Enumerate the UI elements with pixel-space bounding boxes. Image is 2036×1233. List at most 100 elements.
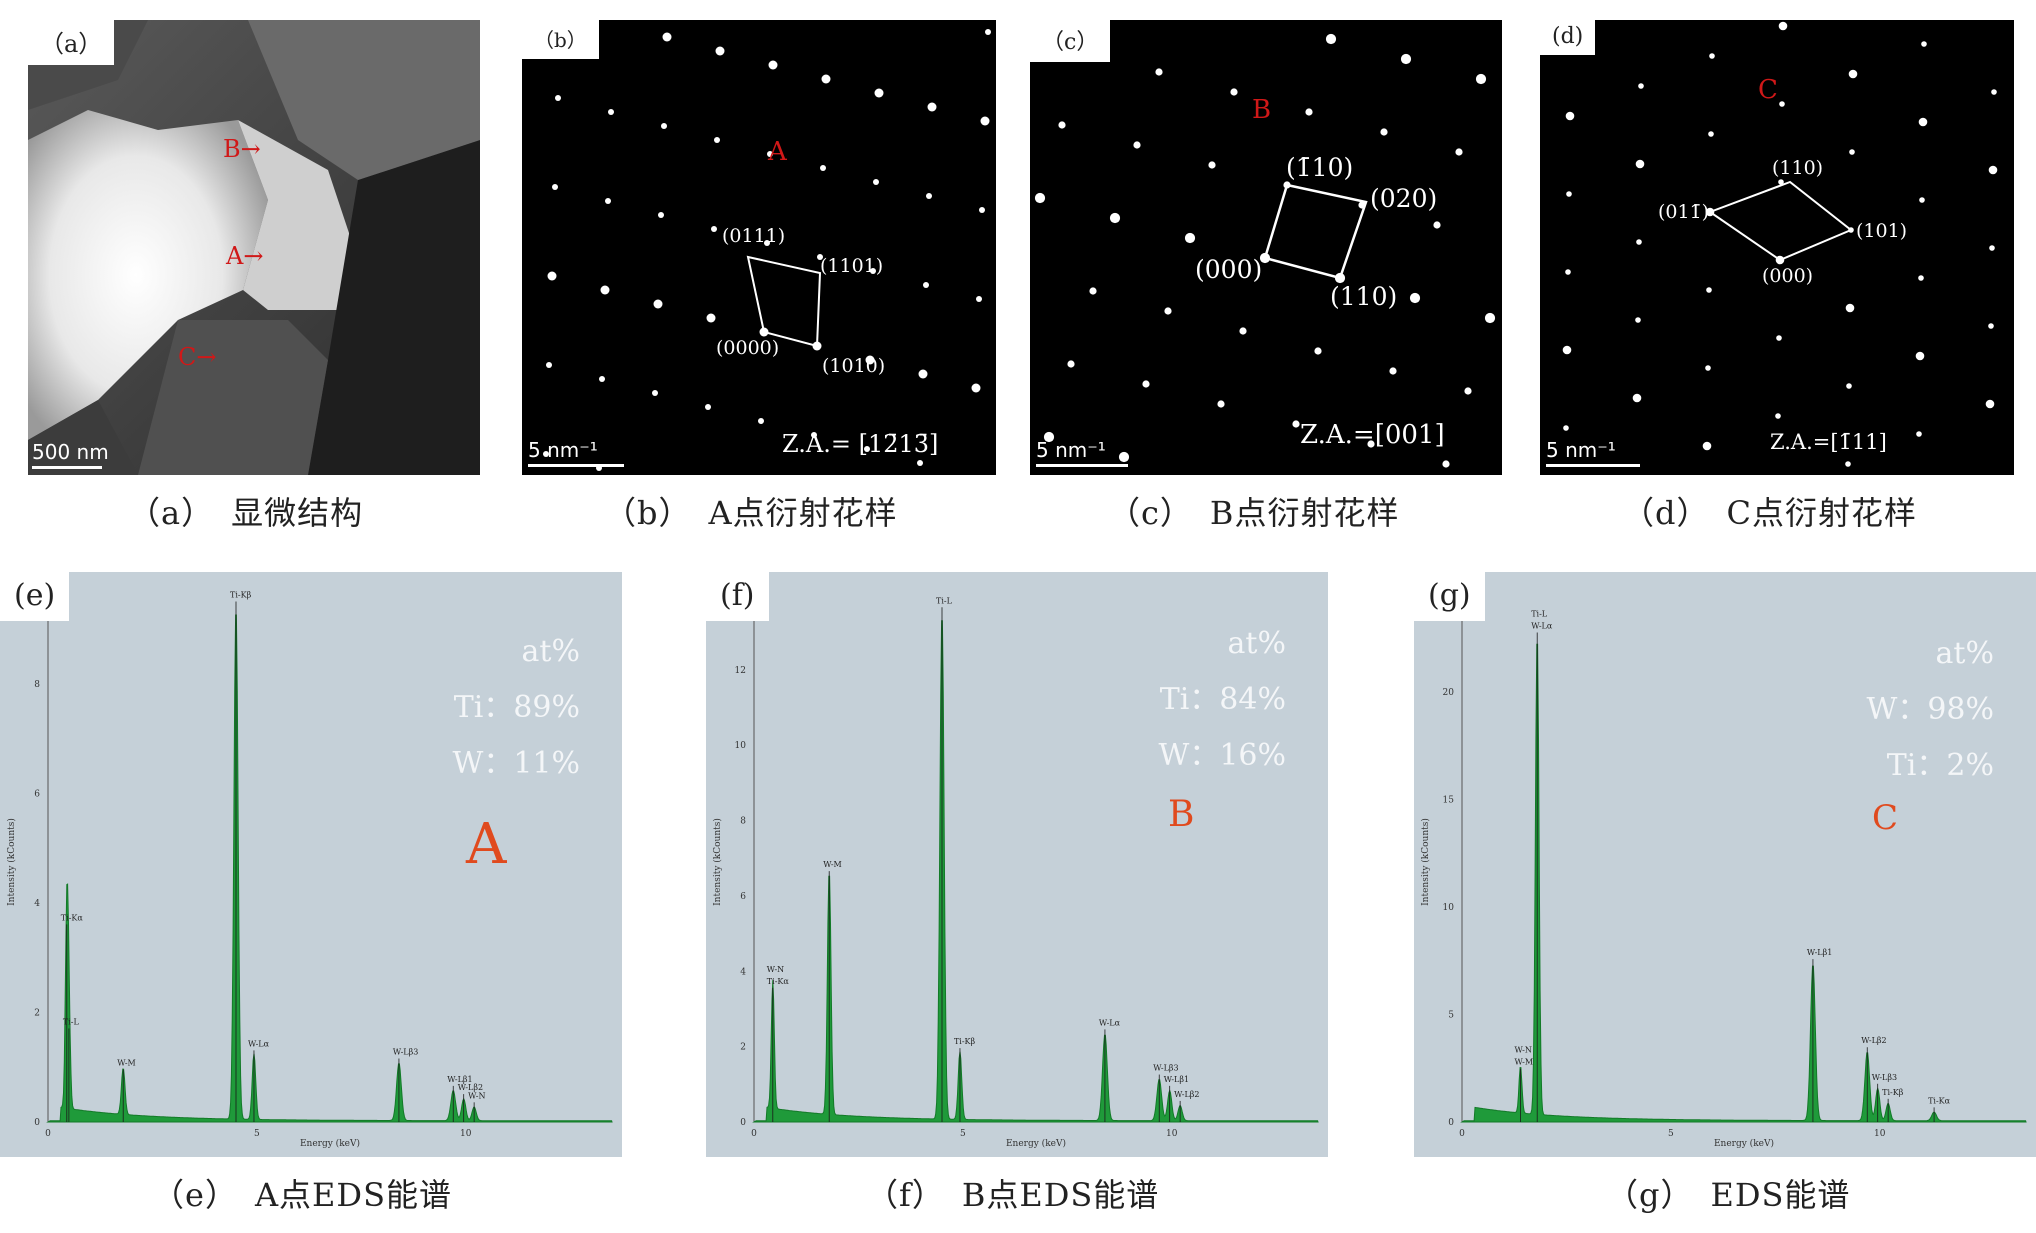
point-label: A [767,137,788,167]
diffraction-spot [1991,89,1997,95]
x-axis-label: Energy (keV) [300,1138,360,1149]
point-label: B [1252,95,1271,125]
scale-bar [32,466,102,469]
x-tick-label: 5 [254,1129,260,1139]
peak-label: Ti-L [936,596,953,605]
diffraction-spot [865,355,875,365]
diffraction-spot [817,254,823,260]
x-axis-label: Energy (keV) [1006,1138,1066,1149]
zone-axis-label: Z.A.=[001] [1300,420,1445,450]
peak-label: W-Lβ2 [1861,1036,1886,1045]
scale-bar [1036,464,1128,467]
peak-label: W-N [1514,1046,1531,1055]
panel-c-diffraction: (1̄10) (020) (000) (110) B （c） 5 nm⁻¹ Z.… [1030,20,1502,475]
y-tick-label: 15 [1443,796,1455,806]
stats-block: at% Ti：89% W：11% [400,624,580,792]
peak-label: W-Lβ1 [1164,1075,1189,1084]
caption-b: （b） A点衍射花样 [604,494,898,532]
panel-tag: (g) [1414,572,1485,621]
miller-label: (0000) [716,337,779,359]
diffraction-spot [1632,393,1642,403]
y-tick-label: 4 [34,899,40,909]
stats-block: at% W：98% Ti：2% [1814,626,1994,794]
diffraction-spot [605,198,611,204]
diffraction-spot [1778,21,1788,31]
diffraction-spot [1562,345,1572,355]
point-label: B [1168,794,1195,835]
diffraction-spot [1239,327,1247,335]
peak-label: W-Lβ3 [393,1048,418,1057]
miller-label: (110) [1772,157,1823,179]
panel-f-eds-spectrum: 0 5 10 0 2 4 6 8 10 12 Energy (keV) Intensity (kCou… [706,572,1328,1157]
miller-label: (110) [1330,282,1397,311]
caption-a: （a） 显微结构 [128,494,364,532]
diffraction-spot [1043,431,1055,443]
diffraction-spot [1916,431,1922,437]
diffraction-spot [547,271,557,281]
peak-label: W-Lα [1531,622,1553,631]
peak-label: W-N [468,1091,485,1100]
diffraction-spot [658,212,664,218]
panel-d-diffraction: (110) (011̄) (101) (000) C (d) 5 nm⁻¹ Z.… [1540,20,2014,475]
marker-a: A→ [226,242,264,270]
stats-unit: at% [1935,636,1994,671]
point-label: C [1758,75,1778,105]
peak-label: W-Lβ2 [1174,1090,1199,1099]
diffraction-spot [1918,117,1928,127]
peak-label: Ti-Kβ [1882,1088,1904,1097]
scale-bar-label: 500 nm [32,440,109,464]
diffraction-spot [1778,179,1784,185]
y-tick-label: 0 [740,1118,746,1128]
diffraction-spot [1775,413,1781,419]
x-tick-label: 10 [1874,1129,1886,1139]
x-tick-label: 0 [1459,1129,1465,1139]
diffraction-spot [1989,245,1995,251]
peak-label: Ti-Kα [61,913,84,922]
stats-unit: at% [521,634,580,669]
miller-label: (011̄) [1658,201,1709,223]
diffraction-spot [1702,441,1712,451]
diffraction-spot [1565,111,1575,121]
marker-c: C→ [178,343,217,371]
panel-tag: (d) [1540,20,1596,55]
peak-label: W-Lβ3 [1872,1073,1897,1082]
diffraction-spot [1067,360,1075,368]
diffraction-spot [662,32,672,42]
scale-bar-label: 5 nm⁻¹ [528,438,598,462]
panel-g-eds-spectrum: 0 5 10 0 5 10 15 20 Energy (keV) Intensity (kCoun… [1414,572,2036,1157]
diffraction-spot [768,60,778,70]
diffraction-spot [1635,317,1641,323]
diffraction-spot [1845,461,1851,467]
diffraction-spot [1409,292,1421,304]
miller-label: (000) [1762,265,1813,287]
diffraction-spot [1636,239,1642,245]
diffraction-spot [985,29,991,35]
diffraction-spot [599,376,605,382]
peak-label: Ti-L [63,1017,80,1026]
diffraction-spot [1367,440,1375,448]
diffraction-spot [1325,33,1337,45]
panel-tag: (e) [0,572,70,621]
diffraction-spot [1034,192,1046,204]
caption-d: （d） C点衍射花样 [1622,494,1917,532]
peak-label: Ti-Kα [767,977,790,986]
diffraction-spot [764,240,770,246]
diffraction-spot [1164,307,1172,315]
peak-label: Ti-Kβ [954,1037,976,1046]
diffraction-spot [608,109,614,115]
stats-ti: Ti：84% [1159,682,1286,717]
y-tick-label: 5 [1448,1011,1454,1021]
peak-label: W-Lβ1 [447,1075,472,1084]
peak-label: W-M [117,1058,136,1067]
y-axis-label: Intensity (kCounts) [712,818,723,906]
caption-f: （f） B点EDS能谱 [866,1176,1160,1214]
miller-label: (020) [1370,184,1437,213]
diffraction-spot [917,460,923,466]
x-tick-label: 5 [960,1129,966,1139]
diffraction-spot [705,404,711,410]
diffraction-spot [1292,420,1300,428]
diffraction-spot [1109,212,1121,224]
peak-label: Ti-L [1531,610,1548,619]
panel-tag: （c） [1030,20,1111,62]
eds-chart-f: 0 5 10 0 2 4 6 8 10 12 Energy (keV) Intensity (kCou… [712,596,1319,1149]
